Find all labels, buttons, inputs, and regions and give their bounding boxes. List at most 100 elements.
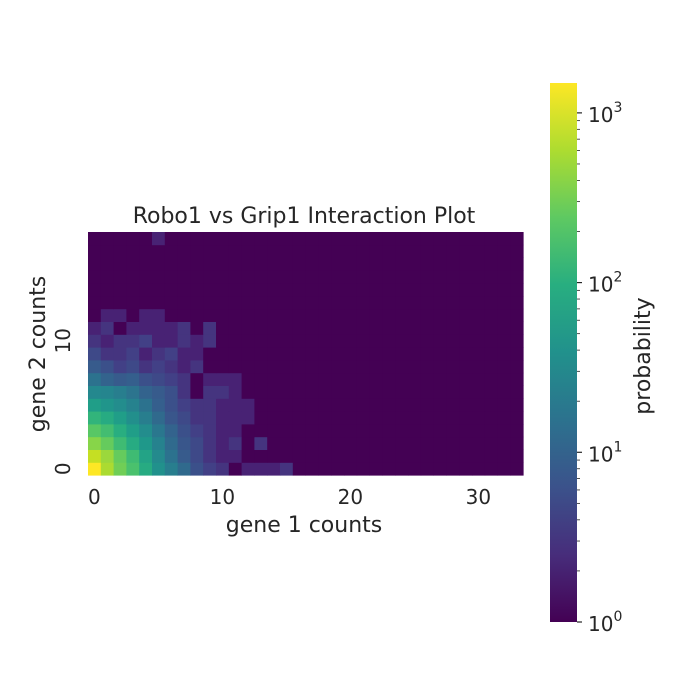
heatmap-cell <box>305 270 319 284</box>
heatmap-cell <box>382 436 396 450</box>
heatmap-cell <box>472 334 486 348</box>
heatmap-cell <box>356 347 370 361</box>
heatmap-cell <box>292 270 306 284</box>
heatmap-cells <box>88 232 524 476</box>
heatmap-cell <box>356 360 370 374</box>
heatmap-cell <box>305 308 319 322</box>
heatmap-cell <box>280 385 294 399</box>
heatmap-cell <box>152 360 166 374</box>
heatmap-cell <box>100 257 114 271</box>
heatmap-cell <box>190 244 204 258</box>
heatmap-cell <box>318 360 332 374</box>
heatmap-cell <box>177 360 191 374</box>
heatmap-cell <box>344 321 358 335</box>
heatmap-cell <box>446 347 460 361</box>
heatmap-cell <box>433 257 447 271</box>
heatmap-cell <box>497 360 511 374</box>
heatmap-cell <box>292 321 306 335</box>
heatmap-cell <box>254 283 268 297</box>
heatmap-cell <box>433 424 447 438</box>
heatmap-cell <box>459 398 473 412</box>
heatmap-cell <box>318 372 332 386</box>
heatmap-cell <box>164 385 178 399</box>
heatmap-cell <box>216 308 230 322</box>
heatmap-cell <box>484 360 498 374</box>
heatmap-cell <box>510 411 524 425</box>
heatmap-cell <box>433 462 447 476</box>
heatmap-cell <box>139 347 153 361</box>
heatmap-cell <box>241 334 255 348</box>
heatmap-cell <box>203 372 217 386</box>
heatmap-cell <box>510 257 524 271</box>
heatmap-cell <box>344 372 358 386</box>
heatmap-cell <box>420 296 434 310</box>
heatmap-cell <box>292 308 306 322</box>
heatmap-cell <box>126 449 140 463</box>
heatmap-cell <box>203 321 217 335</box>
heatmap-cell <box>408 436 422 450</box>
heatmap-cell <box>484 244 498 258</box>
heatmap-cell <box>318 334 332 348</box>
heatmap-cell <box>126 360 140 374</box>
heatmap-cell <box>177 462 191 476</box>
colorbar-label: probability <box>631 297 656 414</box>
heatmap-cell <box>241 424 255 438</box>
heatmap-cell <box>126 411 140 425</box>
heatmap-cell <box>318 257 332 271</box>
heatmap-cell <box>100 449 114 463</box>
heatmap-cell <box>88 296 102 310</box>
heatmap-cell <box>267 424 281 438</box>
heatmap-cell <box>459 257 473 271</box>
heatmap-cell <box>254 270 268 284</box>
heatmap-cell <box>139 411 153 425</box>
heatmap-cell <box>152 347 166 361</box>
heatmap-cell <box>280 436 294 450</box>
heatmap-cell <box>395 360 409 374</box>
heatmap-cell <box>408 398 422 412</box>
heatmap-cell <box>254 244 268 258</box>
x-axis-ticks: 0 10 20 30 <box>88 485 491 509</box>
heatmap-cell <box>344 257 358 271</box>
heatmap-cell <box>497 411 511 425</box>
heatmap-cell <box>88 347 102 361</box>
heatmap-cell <box>164 308 178 322</box>
heatmap-cell <box>318 308 332 322</box>
heatmap-cell <box>139 424 153 438</box>
heatmap-cell <box>433 347 447 361</box>
heatmap-cell <box>292 244 306 258</box>
heatmap-cell <box>216 257 230 271</box>
heatmap-cell <box>484 321 498 335</box>
heatmap-cell <box>254 334 268 348</box>
heatmap-cell <box>408 449 422 463</box>
heatmap-cell <box>408 308 422 322</box>
heatmap-cell <box>190 257 204 271</box>
heatmap-cell <box>497 462 511 476</box>
heatmap-cell <box>216 296 230 310</box>
heatmap-cell <box>344 449 358 463</box>
heatmap-cell <box>369 257 383 271</box>
heatmap-cell <box>420 257 434 271</box>
heatmap-cell <box>497 449 511 463</box>
heatmap-cell <box>408 360 422 374</box>
heatmap-cell <box>113 283 127 297</box>
heatmap-cell <box>164 347 178 361</box>
heatmap-cell <box>164 449 178 463</box>
heatmap-cell <box>497 308 511 322</box>
heatmap-cell <box>395 270 409 284</box>
heatmap-cell <box>190 449 204 463</box>
heatmap-cell <box>190 296 204 310</box>
heatmap-cell <box>177 232 191 246</box>
heatmap-cell <box>331 257 345 271</box>
heatmap-cell <box>459 296 473 310</box>
heatmap-cell <box>510 334 524 348</box>
heatmap-cell <box>446 436 460 450</box>
heatmap-cell <box>446 449 460 463</box>
heatmap-cell <box>408 296 422 310</box>
heatmap-cell <box>254 296 268 310</box>
heatmap-cell <box>280 424 294 438</box>
heatmap-cell <box>190 424 204 438</box>
heatmap-cell <box>254 257 268 271</box>
heatmap-cell <box>395 296 409 310</box>
heatmap-cell <box>382 360 396 374</box>
heatmap-cell <box>433 385 447 399</box>
